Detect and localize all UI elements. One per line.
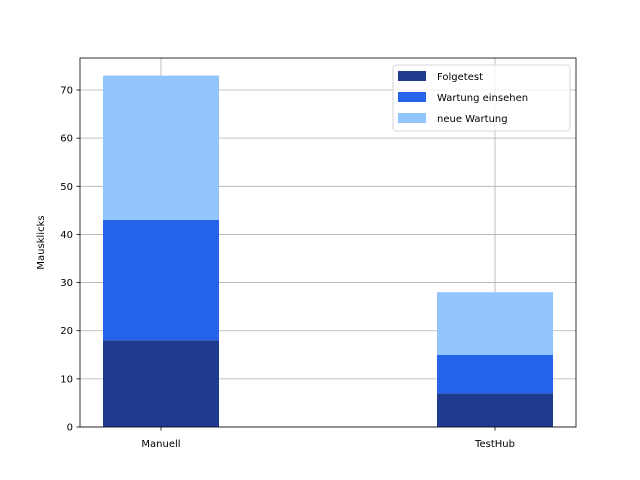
bar-2-2 bbox=[437, 354, 553, 394]
tick-labels: 0 10 20 30 40 50 60 70 Manuell TestHub bbox=[60, 86, 515, 450]
y-tick-label: 40 bbox=[60, 230, 73, 241]
y-tick-label: 20 bbox=[60, 326, 73, 337]
axes bbox=[76, 57, 577, 431]
y-axis-label: Mausklicks bbox=[36, 215, 47, 269]
bar-3-2 bbox=[437, 292, 553, 355]
y-tick-label: 60 bbox=[60, 134, 73, 145]
legend-swatch bbox=[398, 71, 426, 81]
legend-label: Folgetest bbox=[437, 72, 483, 83]
legend: Folgetest Wartung einsehen neue Wartung bbox=[392, 64, 571, 132]
legend-box bbox=[392, 64, 571, 132]
legend-label: Wartung einsehen bbox=[437, 93, 528, 104]
y-tick-label: 10 bbox=[60, 374, 73, 385]
x-tick-label: TestHub bbox=[474, 439, 515, 450]
y-tick-label: 50 bbox=[60, 182, 73, 193]
bar-2-1 bbox=[103, 219, 219, 341]
y-tick-label: 30 bbox=[60, 278, 73, 289]
y-tick-label: 0 bbox=[67, 423, 73, 434]
bars bbox=[103, 75, 553, 427]
x-tick-label: Manuell bbox=[141, 439, 180, 450]
bar-3-1 bbox=[103, 75, 219, 220]
legend-label: neue Wartung bbox=[437, 114, 508, 125]
plot-frame bbox=[79, 57, 577, 428]
legend-swatch bbox=[398, 92, 426, 102]
y-tick-label: 70 bbox=[60, 86, 73, 97]
bar-1-2 bbox=[437, 393, 553, 427]
legend-swatch bbox=[398, 113, 426, 123]
bar-1-1 bbox=[103, 340, 219, 427]
